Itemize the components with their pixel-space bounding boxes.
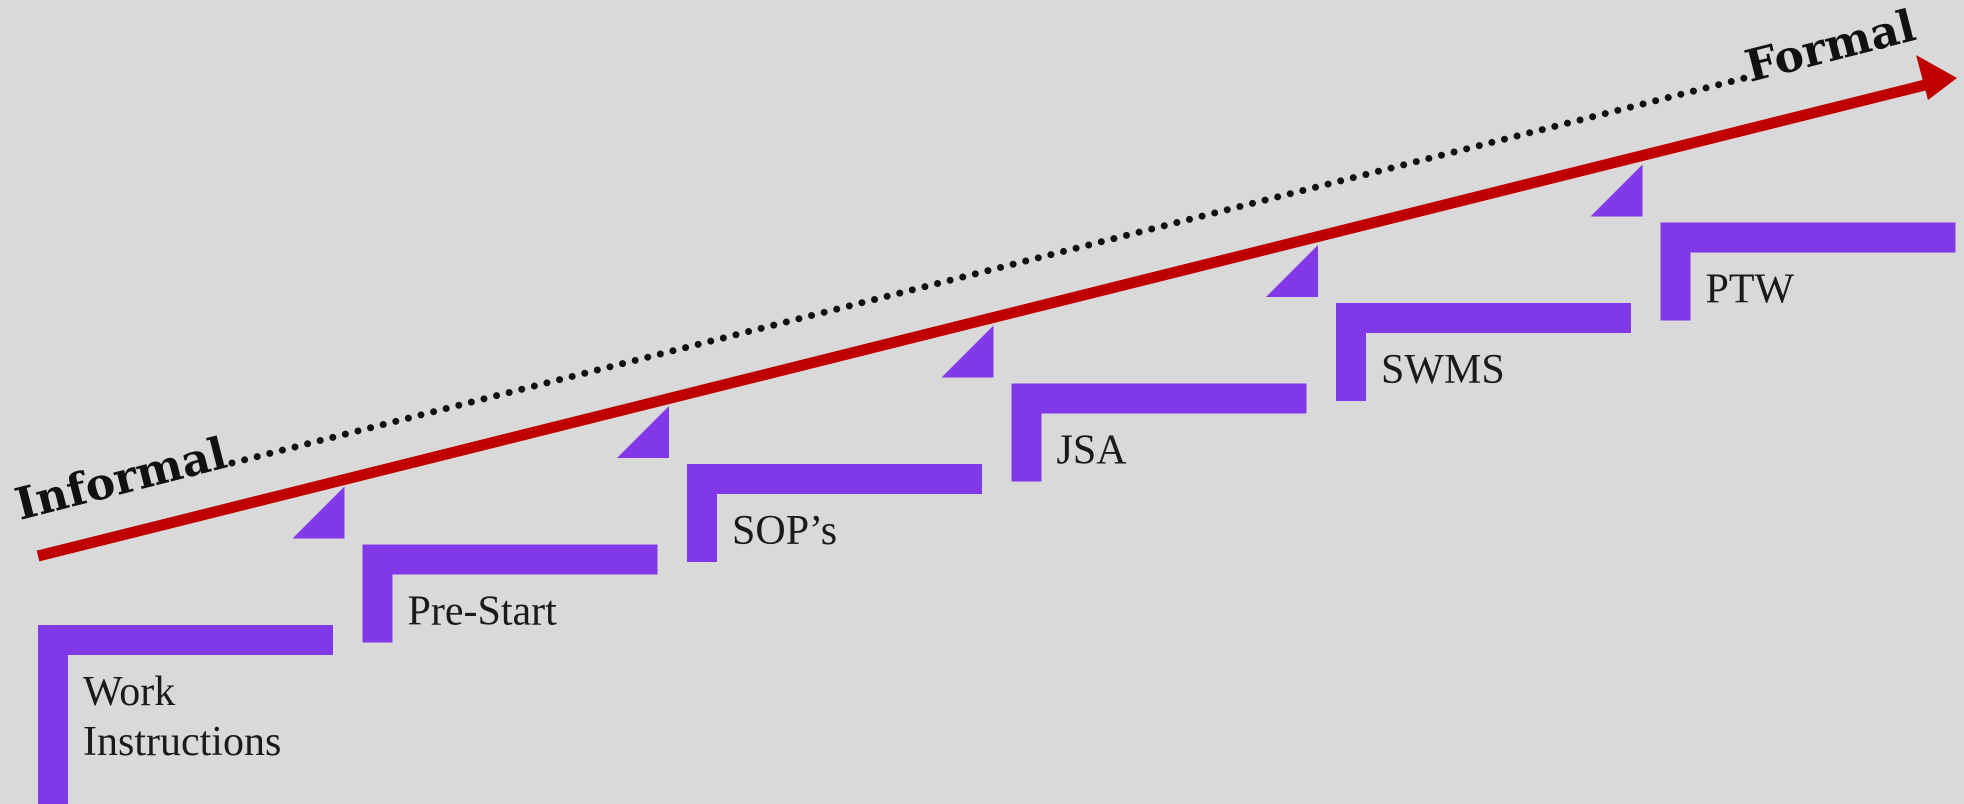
step-4: JSA bbox=[941, 325, 1307, 482]
step-bracket bbox=[1011, 383, 1307, 482]
step-label-line: SOP’s bbox=[732, 508, 837, 554]
formality-arrow-head bbox=[1916, 55, 1957, 100]
step-label-line: Instructions bbox=[83, 719, 281, 765]
steps-group: Work Instructions Pre-Start SOP’s JSA SWMS PTW bbox=[38, 164, 1956, 804]
step-label: SWMS bbox=[1381, 347, 1505, 393]
step-label: Pre-Start bbox=[408, 589, 558, 635]
step-connector bbox=[292, 486, 345, 539]
step-1: Work Instructions bbox=[38, 625, 333, 804]
step-label: SOP’s bbox=[732, 508, 837, 554]
step-6: PTW bbox=[1590, 164, 1956, 321]
formality-arrow bbox=[36, 79, 1927, 562]
step-2: Pre-Start bbox=[292, 486, 658, 643]
step-bracket bbox=[1660, 222, 1956, 321]
formal-label: Formal bbox=[1740, 0, 1920, 92]
step-connector bbox=[617, 406, 669, 458]
step-bracket bbox=[687, 464, 982, 562]
step-3: SOP’s bbox=[617, 406, 982, 562]
step-connector bbox=[941, 325, 994, 378]
step-bracket bbox=[1336, 303, 1631, 401]
step-label: JSA bbox=[1057, 428, 1128, 474]
step-label-line: PTW bbox=[1706, 267, 1795, 313]
dotted-progression-line bbox=[228, 74, 1749, 467]
step-label-line: SWMS bbox=[1381, 347, 1505, 393]
step-label-line: Pre-Start bbox=[408, 589, 558, 635]
step-connector bbox=[1590, 164, 1643, 217]
step-label: PTW bbox=[1706, 267, 1795, 313]
step-connector bbox=[1266, 245, 1318, 297]
step-label-line: JSA bbox=[1057, 428, 1128, 474]
step-5: SWMS bbox=[1266, 245, 1631, 401]
step-bracket bbox=[362, 544, 658, 643]
step-bracket bbox=[38, 625, 333, 804]
step-label-line: Work bbox=[83, 669, 175, 715]
step-label: Work Instructions bbox=[83, 669, 281, 765]
